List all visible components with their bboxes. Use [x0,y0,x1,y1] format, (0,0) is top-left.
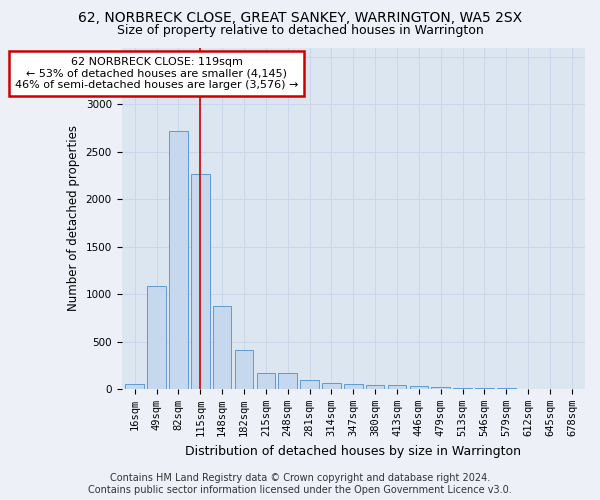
Text: 62, NORBRECK CLOSE, GREAT SANKEY, WARRINGTON, WA5 2SX: 62, NORBRECK CLOSE, GREAT SANKEY, WARRIN… [78,12,522,26]
Bar [235,350,253,389]
Bar [191,174,209,389]
X-axis label: Distribution of detached houses by size in Warrington: Distribution of detached houses by size … [185,444,521,458]
Bar [366,384,385,389]
Bar [410,386,428,389]
Bar [300,380,319,389]
Bar [169,131,188,389]
Bar [257,374,275,389]
Bar [388,385,406,389]
Bar [278,374,297,389]
Bar [322,384,341,389]
Text: Size of property relative to detached houses in Warrington: Size of property relative to detached ho… [116,24,484,37]
Bar [125,384,144,389]
Y-axis label: Number of detached properties: Number of detached properties [67,125,80,311]
Bar [431,387,450,389]
Bar [147,286,166,389]
Bar [454,388,472,389]
Bar [344,384,362,389]
Bar [213,306,232,389]
Text: 62 NORBRECK CLOSE: 119sqm
← 53% of detached houses are smaller (4,145)
46% of se: 62 NORBRECK CLOSE: 119sqm ← 53% of detac… [15,57,298,90]
Text: Contains HM Land Registry data © Crown copyright and database right 2024.
Contai: Contains HM Land Registry data © Crown c… [88,474,512,495]
